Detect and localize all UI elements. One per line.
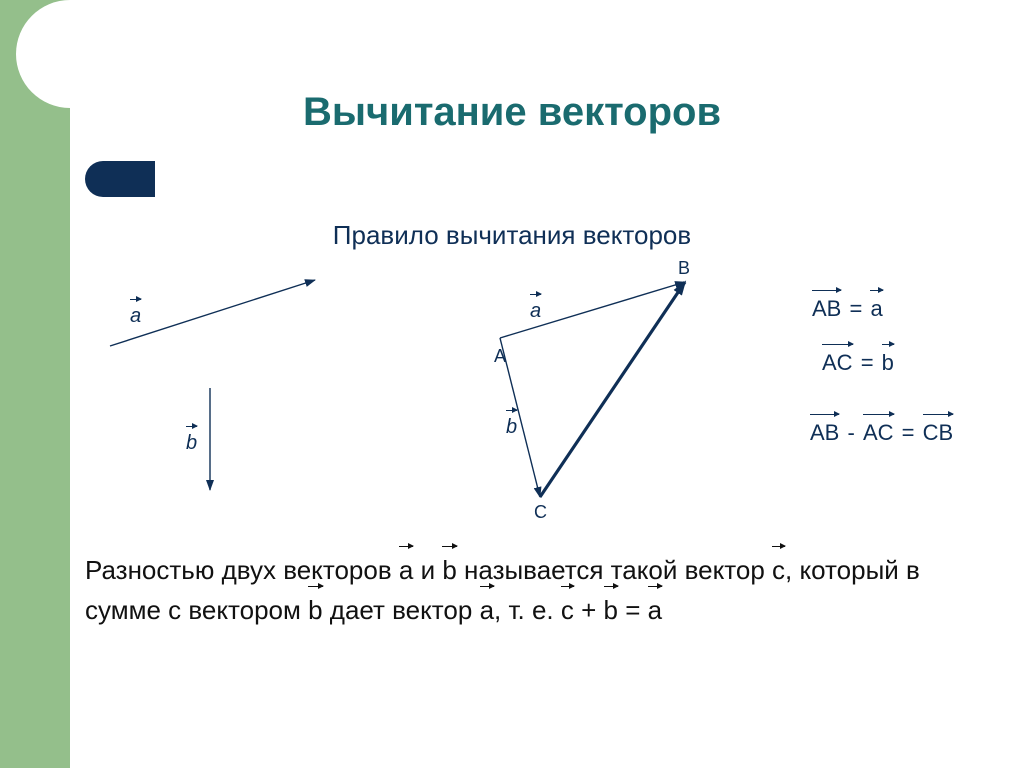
title-bar-cap (85, 161, 155, 197)
vector-a-label-right: a (530, 300, 541, 323)
slide-subtitle: Правило вычитания векторов (0, 220, 1024, 251)
vector-b-label-left: b (186, 432, 197, 455)
point-a-label: A (494, 346, 506, 367)
point-c-label: C (534, 502, 547, 523)
point-b-label: B (678, 258, 690, 279)
definition-text: Разностью двух векторов a и b называется… (85, 550, 965, 631)
equation-2: AC = b (820, 350, 896, 376)
equation-3: AB - AC = CB (808, 420, 955, 446)
vector-b-label-right: b (506, 416, 517, 439)
vector-a-label-left: a (130, 305, 141, 328)
slide-title: Вычитание векторов (0, 90, 1024, 135)
equation-1: AB = a (810, 296, 885, 322)
